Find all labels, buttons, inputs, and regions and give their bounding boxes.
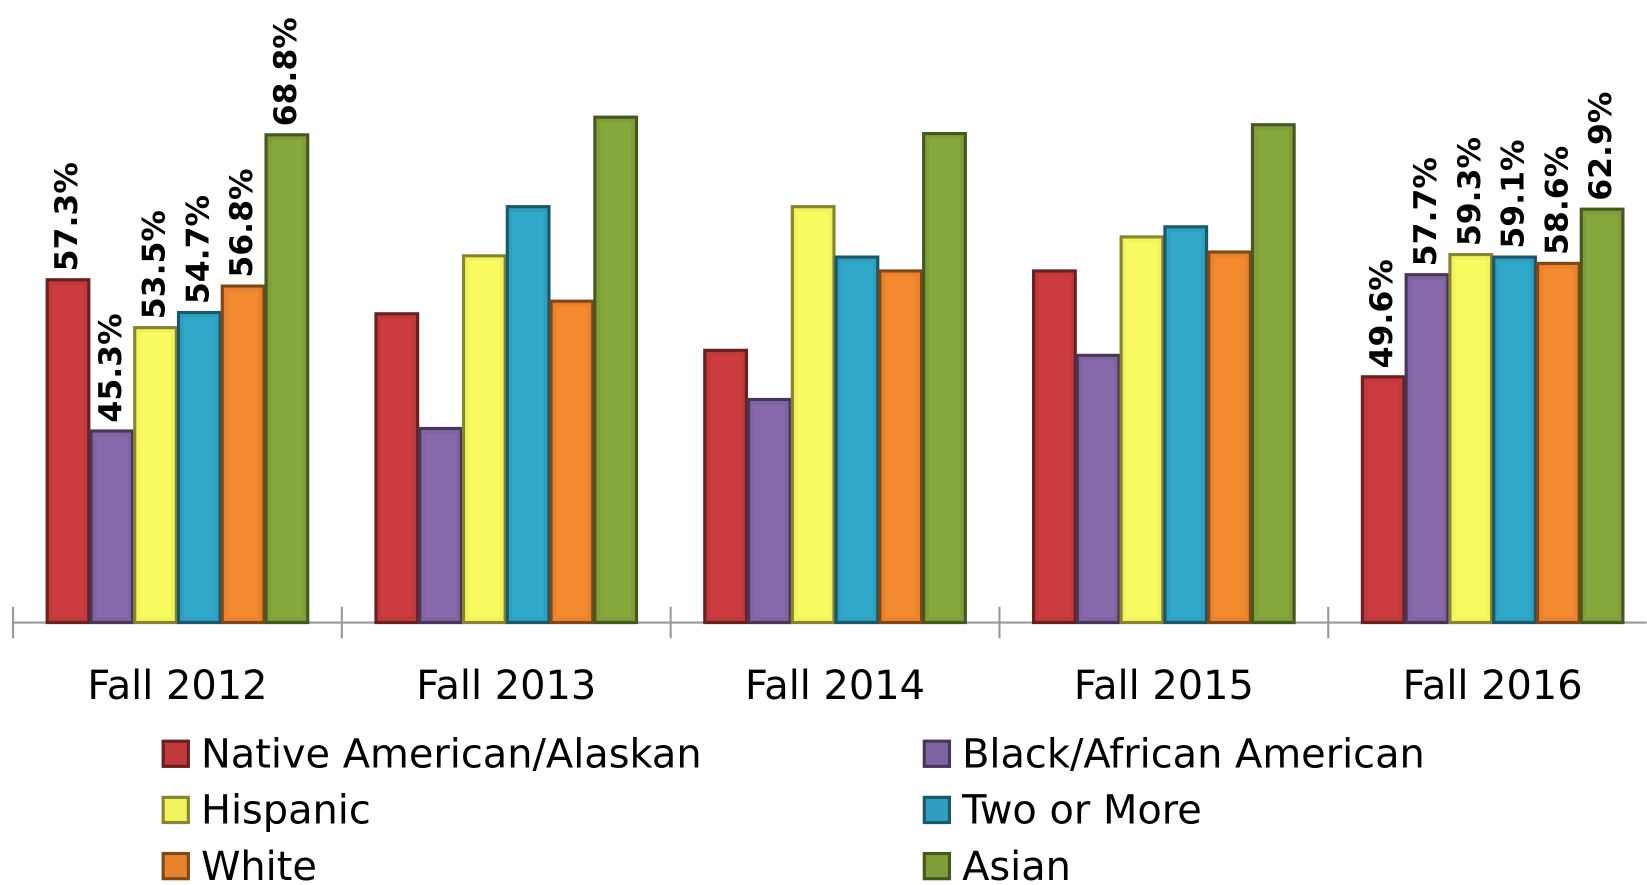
bar-highlight: [381, 319, 413, 618]
legend-swatch: [922, 851, 952, 881]
bar-highlight: [1411, 279, 1443, 618]
x-tick-label: Fall 2014: [745, 663, 925, 709]
bar-highlight: [1498, 262, 1531, 618]
data-label: 59.1%: [1496, 139, 1532, 248]
data-label: 56.8%: [224, 168, 260, 277]
legend-label: Two or More: [961, 788, 1202, 834]
x-tick-label: Fall 2015: [1074, 663, 1254, 709]
bar-highlight: [512, 211, 544, 618]
x-tick-label: Fall 2016: [1403, 663, 1583, 709]
bar-highlight: [139, 332, 172, 618]
bar-highlight: [797, 211, 829, 618]
bar-highlight: [841, 262, 873, 618]
x-tick-label: Fall 2013: [416, 663, 596, 709]
bar-highlight: [183, 317, 215, 618]
bar-highlight: [468, 261, 500, 618]
bar-highlight: [556, 306, 588, 618]
data-label: 59.3%: [1452, 137, 1488, 246]
data-label: 58.6%: [1539, 146, 1575, 255]
bar-highlight: [1455, 259, 1487, 618]
legend-label: Hispanic: [201, 788, 371, 834]
bar-highlight: [885, 276, 917, 618]
bar-highlight: [52, 285, 84, 618]
bar-highlight: [600, 122, 632, 618]
bar-highlight: [424, 433, 457, 618]
bar-highlight: [1126, 242, 1158, 618]
data-label: 53.5%: [137, 210, 173, 319]
data-label: 68.8%: [268, 17, 304, 126]
bar-highlight: [928, 138, 961, 618]
legend-label: Native American/Alaskan: [201, 731, 702, 777]
data-label: 57.7%: [1408, 157, 1444, 266]
legend-label: White: [201, 844, 317, 885]
bar-highlight: [1586, 214, 1618, 618]
bar-highlight: [1170, 232, 1202, 618]
legend-swatch: [922, 739, 952, 768]
data-label: 45.3%: [93, 313, 129, 422]
data-label: 57.3%: [49, 162, 85, 271]
legend-label: Black/African American: [962, 731, 1425, 777]
bar-highlight: [1082, 360, 1114, 618]
bar-highlight: [227, 291, 259, 618]
bar-highlight: [1213, 257, 1246, 618]
bar-highlight: [1542, 268, 1574, 618]
data-label: 49.6%: [1364, 259, 1400, 368]
bar-highlight: [1257, 129, 1289, 618]
data-label: 54.7%: [180, 195, 216, 304]
bar-highlight: [753, 404, 785, 618]
bar-highlight: [271, 140, 303, 618]
bar-highlight: [1367, 382, 1399, 618]
legend-label: Asian: [962, 844, 1071, 885]
bar-highlight: [96, 436, 128, 618]
x-tick-label: Fall 2012: [87, 663, 267, 709]
legend-swatch: [161, 739, 190, 768]
legend-swatch: [922, 795, 952, 825]
data-label: 62.9%: [1583, 92, 1619, 201]
bar-highlight: [1038, 276, 1070, 618]
bar-highlight: [710, 355, 742, 618]
legend-swatch: [161, 795, 190, 825]
legend-swatch: [161, 851, 190, 881]
